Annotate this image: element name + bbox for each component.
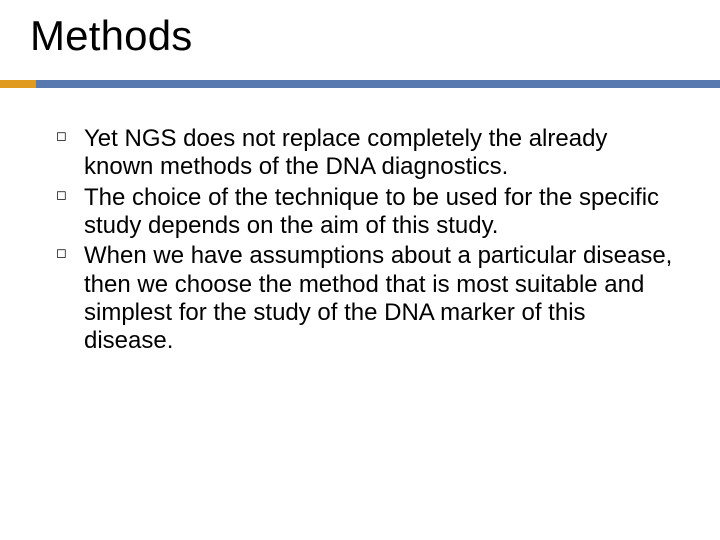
list-item: ◻ The choice of the technique to be used… bbox=[56, 184, 680, 241]
title-rule-accent bbox=[0, 80, 36, 88]
list-item: ◻ When we have assumptions about a parti… bbox=[56, 242, 680, 355]
title-rule-main bbox=[36, 80, 720, 88]
bullet-marker-icon: ◻ bbox=[56, 184, 84, 203]
bullet-text: Yet NGS does not replace completely the … bbox=[84, 125, 680, 182]
slide-title: Methods bbox=[30, 12, 193, 60]
bullet-text: The choice of the technique to be used f… bbox=[84, 184, 680, 241]
bullet-list: ◻ Yet NGS does not replace completely th… bbox=[56, 125, 680, 358]
list-item: ◻ Yet NGS does not replace completely th… bbox=[56, 125, 680, 182]
slide: Methods ◻ Yet NGS does not replace compl… bbox=[0, 0, 720, 540]
bullet-text: When we have assumptions about a particu… bbox=[84, 242, 680, 355]
bullet-marker-icon: ◻ bbox=[56, 242, 84, 261]
bullet-marker-icon: ◻ bbox=[56, 125, 84, 144]
